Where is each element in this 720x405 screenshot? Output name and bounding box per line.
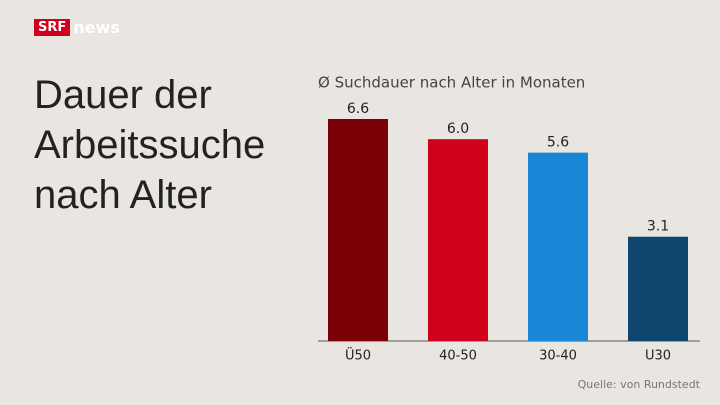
x-tick-label: U30 bbox=[645, 349, 671, 364]
value-label: 5.6 bbox=[547, 135, 569, 151]
logo: SRF news bbox=[34, 18, 120, 37]
source: Quelle: von Rundstedt bbox=[578, 378, 701, 391]
x-tick-label: 30-40 bbox=[539, 349, 577, 364]
channel: news bbox=[73, 18, 120, 37]
bar bbox=[328, 119, 388, 341]
value-label: 6.6 bbox=[347, 101, 369, 117]
chart-title: Dauer der Arbeitssuche nach Alter bbox=[34, 73, 266, 217]
x-tick-label: 40-50 bbox=[439, 349, 477, 364]
chart-subtitle: Ø Suchdauer nach Alter in Monaten bbox=[318, 74, 585, 92]
bar bbox=[428, 139, 488, 341]
bar bbox=[628, 236, 688, 341]
x-tick-label: Ü50 bbox=[345, 347, 371, 364]
value-label: 3.1 bbox=[647, 219, 669, 235]
value-label: 6.0 bbox=[447, 121, 469, 137]
logo-mark: SRF bbox=[34, 19, 71, 36]
bar bbox=[528, 152, 588, 341]
